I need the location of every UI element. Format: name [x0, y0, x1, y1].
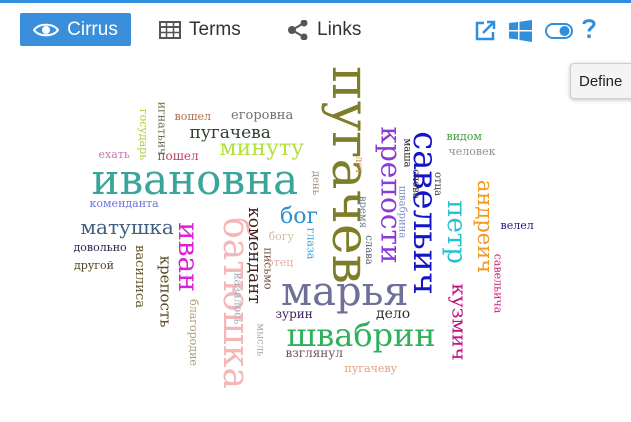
cloud-word[interactable]: швабрина [395, 185, 407, 239]
cloud-word[interactable]: комендант [243, 206, 264, 304]
cloud-word[interactable]: благородие [186, 298, 200, 366]
cloud-word[interactable]: отца [431, 172, 443, 196]
cloud-word[interactable]: кузмич [447, 283, 472, 361]
cloud-word[interactable]: савельича [491, 253, 505, 313]
cloud-word[interactable]: пугачеву [344, 361, 398, 375]
cloud-word[interactable]: государь [136, 108, 150, 160]
word-cloud: пугачев ивановна марья батюшка савельич швабр… [0, 55, 631, 422]
top-accent-line [0, 0, 631, 3]
cloud-word[interactable]: видом [446, 129, 482, 143]
cloud-word[interactable]: отец [267, 255, 294, 269]
tab-links[interactable]: Links [287, 13, 361, 46]
external-link-icon[interactable] [474, 20, 496, 42]
cloud-word[interactable]: игнатьич [155, 101, 169, 155]
cloud-word[interactable]: комендантa [89, 196, 159, 210]
cloud-word[interactable]: пугачева [189, 122, 271, 143]
cloud-word[interactable]: минуту [219, 136, 305, 161]
windows-icon[interactable] [509, 20, 532, 42]
toggle-icon[interactable] [545, 23, 573, 39]
toolbar: Cirrus Terms Links [0, 3, 631, 55]
cloud-word[interactable]: казалось [231, 272, 245, 324]
cloud-word[interactable]: крепость [156, 255, 175, 327]
eye-icon [33, 22, 60, 38]
define-tooltip: Define [570, 63, 631, 99]
cloud-word[interactable]: время [357, 195, 369, 229]
cloud-word[interactable]: ехать [98, 147, 130, 161]
define-tooltip-text: Define [579, 73, 623, 90]
cloud-word[interactable]: богу [268, 229, 294, 243]
cloud-word[interactable]: маша [401, 138, 412, 168]
cloud-word[interactable]: вошел [174, 109, 212, 123]
cloud-word[interactable]: мысль [254, 323, 266, 357]
cloud-word[interactable]: лет [352, 156, 364, 174]
cloud-word[interactable]: матушка [80, 215, 174, 239]
cloud-word[interactable]: дело [376, 306, 411, 322]
table-icon [159, 20, 181, 39]
cloud-word[interactable]: взглянул [285, 346, 343, 360]
cloud-word[interactable]: слова [409, 169, 421, 199]
cloud-word[interactable]: человек [448, 144, 496, 158]
cloud-word[interactable]: довольно [73, 240, 127, 254]
help-icon[interactable] [582, 18, 596, 40]
tab-cirrus-label: Cirrus [67, 18, 118, 40]
cloud-word[interactable]: василиса [131, 244, 147, 308]
cloud-word[interactable]: бог [280, 204, 319, 229]
cloud-word[interactable]: швабрин [286, 316, 436, 354]
cloud-word[interactable]: марья [281, 269, 409, 315]
share-icon [287, 19, 309, 40]
cloud-word[interactable]: савельич [404, 131, 445, 295]
cloud-word[interactable]: пошел [157, 149, 199, 163]
cloud-word[interactable]: день [310, 170, 322, 196]
tab-cirrus[interactable]: Cirrus [20, 13, 131, 46]
cloud-word[interactable]: егоровна [231, 107, 294, 123]
tab-links-label: Links [317, 18, 362, 40]
tab-terms[interactable]: Terms [159, 13, 241, 46]
cloud-word[interactable]: слава [362, 235, 374, 265]
cloud-word[interactable]: зурин [275, 307, 313, 321]
cloud-word[interactable]: иван [171, 222, 205, 292]
tab-terms-label: Terms [189, 18, 241, 40]
cloud-word[interactable]: ивановна [91, 155, 299, 204]
cloud-word[interactable]: другой [74, 258, 115, 272]
cloud-word[interactable]: велел [500, 218, 534, 232]
cloud-word[interactable]: глаза [304, 227, 318, 259]
cloud-word[interactable]: петр [440, 200, 471, 264]
